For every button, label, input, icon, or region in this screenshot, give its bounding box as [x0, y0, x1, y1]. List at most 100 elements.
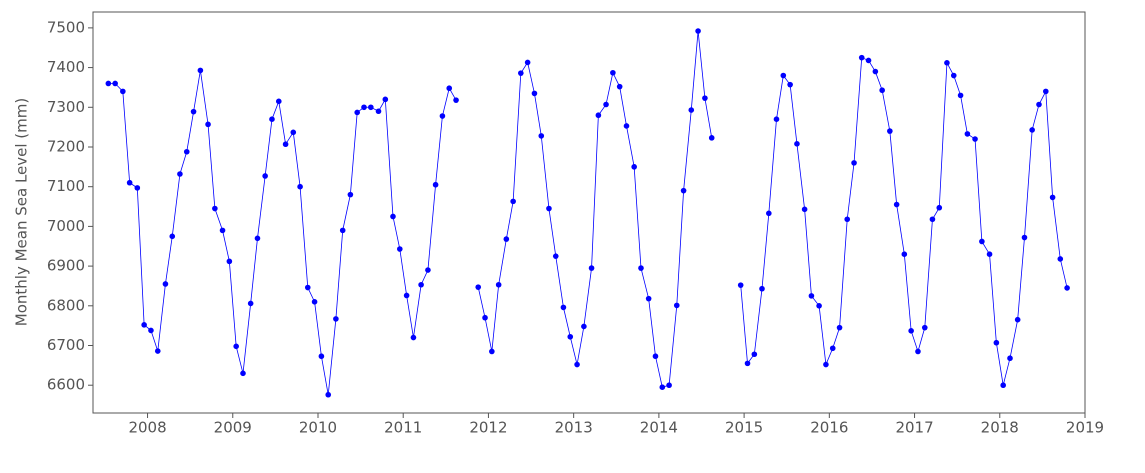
- point: [205, 121, 211, 128]
- x-tick-label: 2011: [384, 419, 422, 437]
- point: [169, 233, 176, 240]
- point: [652, 353, 659, 360]
- point: [275, 98, 282, 105]
- point: [957, 92, 964, 99]
- point: [1021, 234, 1028, 241]
- point: [475, 284, 482, 290]
- point: [518, 70, 524, 76]
- point: [148, 327, 154, 334]
- point: [126, 179, 133, 186]
- point: [893, 201, 900, 208]
- point: [801, 206, 808, 213]
- point: [439, 113, 446, 119]
- point: [410, 334, 417, 341]
- point: [993, 339, 1000, 346]
- point: [154, 348, 161, 354]
- point: [141, 322, 147, 328]
- point: [531, 90, 538, 97]
- point: [751, 351, 758, 358]
- y-tick-label: 6700: [47, 336, 85, 354]
- point: [638, 265, 644, 271]
- point: [162, 281, 169, 287]
- point: [282, 141, 289, 148]
- point: [219, 227, 226, 234]
- point: [1014, 316, 1021, 323]
- point: [538, 133, 545, 139]
- point: [964, 131, 971, 137]
- point: [403, 292, 410, 299]
- point: [623, 123, 630, 129]
- point: [233, 343, 239, 350]
- point: [495, 281, 502, 288]
- x-tick-label: 2015: [725, 419, 763, 437]
- x-tick-label: 2019: [1066, 419, 1104, 437]
- point: [347, 191, 354, 198]
- point: [673, 302, 680, 309]
- point: [595, 112, 602, 119]
- point: [780, 72, 787, 79]
- point: [929, 216, 936, 223]
- point: [865, 57, 872, 64]
- point: [297, 183, 303, 190]
- point: [560, 304, 567, 311]
- point: [666, 382, 672, 389]
- y-tick-label: 7000: [47, 217, 85, 235]
- point: [197, 67, 204, 74]
- x-tick-label: 2008: [128, 419, 166, 437]
- series-line: [108, 31, 1068, 395]
- point: [1000, 382, 1006, 389]
- point: [858, 54, 865, 61]
- point: [816, 303, 822, 309]
- point: [915, 348, 921, 355]
- point: [212, 205, 218, 212]
- point: [510, 198, 516, 205]
- point: [680, 187, 687, 194]
- point: [382, 96, 389, 103]
- x-tick-label: 2018: [981, 419, 1019, 437]
- point: [240, 370, 246, 377]
- x-tick-label: 2013: [555, 419, 593, 437]
- point: [1049, 194, 1056, 201]
- y-tick-label: 6800: [47, 296, 85, 314]
- point: [901, 251, 908, 257]
- point: [944, 60, 950, 66]
- point: [190, 108, 197, 115]
- point: [503, 236, 510, 242]
- point: [887, 128, 893, 134]
- point: [368, 104, 374, 111]
- point: [247, 300, 254, 307]
- point: [361, 104, 367, 111]
- y-axis-label: Monthly Mean Sea Level (mm): [13, 98, 31, 326]
- point: [773, 116, 780, 122]
- point: [311, 299, 318, 305]
- point: [134, 185, 141, 191]
- point: [333, 316, 339, 322]
- point: [1057, 256, 1064, 262]
- point: [588, 265, 595, 271]
- point: [829, 345, 836, 352]
- y-tick-label: 7400: [47, 58, 85, 76]
- point: [112, 80, 118, 87]
- point: [603, 101, 609, 108]
- point: [574, 361, 580, 368]
- point: [986, 251, 993, 257]
- point: [759, 285, 765, 292]
- x-tick-label: 2014: [640, 419, 678, 437]
- point: [908, 328, 914, 334]
- point: [581, 323, 587, 330]
- point: [766, 210, 772, 217]
- point: [702, 95, 708, 101]
- point: [695, 28, 701, 34]
- point: [979, 238, 985, 245]
- point: [879, 87, 885, 94]
- point: [808, 293, 815, 299]
- point: [645, 295, 652, 302]
- point: [120, 88, 126, 95]
- point: [425, 267, 431, 273]
- point: [631, 164, 637, 170]
- point: [482, 314, 488, 321]
- point: [446, 85, 453, 92]
- point: [183, 148, 190, 155]
- point: [304, 284, 311, 291]
